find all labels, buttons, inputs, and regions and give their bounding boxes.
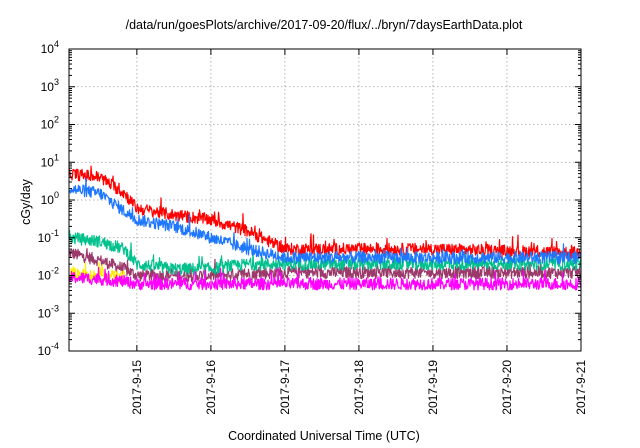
- x-tick-label: 2017-9-19: [426, 360, 440, 415]
- ticks: 10-4 10-3 10-2 10-1 100 101 102 103 104 2017-9-15…: [38, 39, 588, 415]
- series-layer: [68, 165, 582, 291]
- x-tick-label: 2017-9-16: [204, 360, 218, 415]
- x-tick-label: 2017-9-18: [352, 360, 366, 415]
- y-tick-label: 10-1: [38, 228, 59, 245]
- y-tick-label: 102: [41, 115, 59, 132]
- x-tick-label: 2017-9-21: [574, 360, 588, 415]
- y-tick-label: 104: [41, 39, 59, 56]
- grid: [69, 49, 581, 351]
- x-tick-label: 2017-9-20: [500, 360, 514, 415]
- series-line: [68, 177, 582, 265]
- x-tick-label: 2017-9-15: [130, 360, 144, 415]
- y-tick-label: 103: [41, 77, 59, 94]
- y-tick-label: 101: [41, 152, 59, 169]
- series-line: [68, 229, 582, 276]
- y-axis-label: cGy/day: [19, 178, 33, 225]
- chart-title: /data/run/goesPlots/archive/2017-09-20/f…: [126, 18, 523, 32]
- y-tick-label: 10-4: [38, 341, 59, 358]
- x-axis-label: Coordinated Universal Time (UTC): [228, 429, 420, 443]
- y-tick-label: 10-3: [38, 303, 59, 320]
- y-tick-label: 100: [41, 190, 59, 207]
- y-tick-label: 10-2: [38, 266, 59, 283]
- x-tick-label: 2017-9-17: [278, 360, 292, 415]
- series-line: [68, 165, 582, 259]
- series-line: [68, 266, 582, 291]
